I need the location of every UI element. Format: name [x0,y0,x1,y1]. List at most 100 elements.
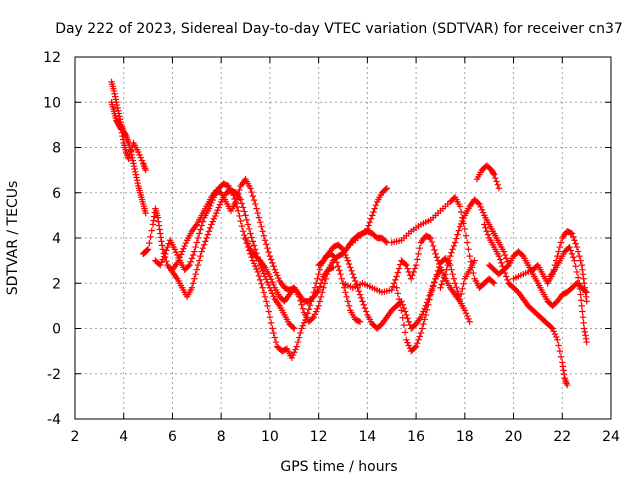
data-point [246,243,253,250]
data-point [582,332,589,339]
data-point [267,276,275,283]
y-tick-label: 8 [52,141,61,157]
data-point [400,321,408,329]
data-point [398,307,405,314]
data-point [237,196,244,203]
data-point [256,276,264,284]
y-tick-label: 2 [52,276,61,292]
data-point [365,222,372,229]
y-tick-label: -2 [47,367,61,383]
data-point [403,311,410,319]
data-point [412,343,420,350]
data-point [176,254,183,261]
data-point [496,256,504,263]
data-point [270,293,277,300]
data-point [334,263,342,270]
data-point [230,191,237,199]
data-point [409,272,416,279]
data-point [382,238,389,245]
data-point [470,269,477,277]
data-point [125,155,132,163]
data-point [493,178,500,185]
satellite-track-13 [473,162,503,192]
data-point [158,259,165,266]
data-point [149,221,157,228]
data-point [122,131,129,139]
x-tick-label: 6 [168,429,177,445]
data-point [320,284,327,291]
data-point [233,194,241,202]
data-point [574,274,582,281]
data-point [411,344,419,351]
data-point [203,234,210,242]
data-point [420,308,427,315]
data-point [361,304,369,312]
data-point [250,196,258,204]
data-point [246,225,253,233]
data-point [348,267,355,275]
data-point [559,363,567,370]
data-point [397,301,404,308]
data-point [256,218,264,226]
data-point [174,259,181,267]
data-point [157,230,164,237]
data-point [414,340,421,347]
y-tick-label: -4 [47,412,61,428]
data-point [252,263,259,270]
data-point [433,271,440,278]
data-point [579,308,586,315]
data-point [270,329,277,337]
data-point [449,271,456,278]
data-point [423,306,431,314]
grid-lines [75,57,611,419]
data-point [260,289,268,296]
x-tick-label: 10 [261,429,279,445]
y-tick-label: 0 [52,322,61,338]
data-point [188,255,196,262]
satellite-track-10 [388,194,498,291]
data-point [576,252,583,260]
data-point [571,237,578,244]
data-point [235,190,242,198]
data-point [404,339,411,346]
data-point [158,242,166,249]
data-point [238,222,246,230]
data-point [345,260,353,268]
satellite-track-17 [546,243,590,346]
satellite-track-16 [510,228,590,305]
data-point [298,301,305,308]
data-point [199,244,207,252]
data-point [321,280,328,287]
data-point [127,147,135,155]
data-point [204,231,211,238]
data-point [316,298,324,305]
data-point [291,325,298,332]
data-point [317,293,325,301]
data-point [466,252,473,260]
data-point [577,297,585,304]
data-point [574,248,582,255]
data-point [260,232,268,239]
data-point [288,354,296,362]
data-point [196,257,203,264]
data-point [258,223,265,230]
data-point [208,221,215,228]
data-point [266,313,274,321]
data-point [428,287,436,294]
satellite-track-3 [140,187,298,332]
data-point [341,248,348,256]
data-point [314,305,321,312]
data-point [418,325,426,332]
data-point [560,367,567,374]
data-point [259,228,266,235]
data-point [370,208,377,216]
data-point [294,338,302,346]
x-tick-label: 22 [553,429,571,445]
data-point [258,280,265,288]
data-point [271,266,278,273]
data-point [248,188,255,196]
data-point [247,185,254,192]
data-point [319,289,326,296]
data-point [114,104,121,112]
data-point [557,239,565,246]
